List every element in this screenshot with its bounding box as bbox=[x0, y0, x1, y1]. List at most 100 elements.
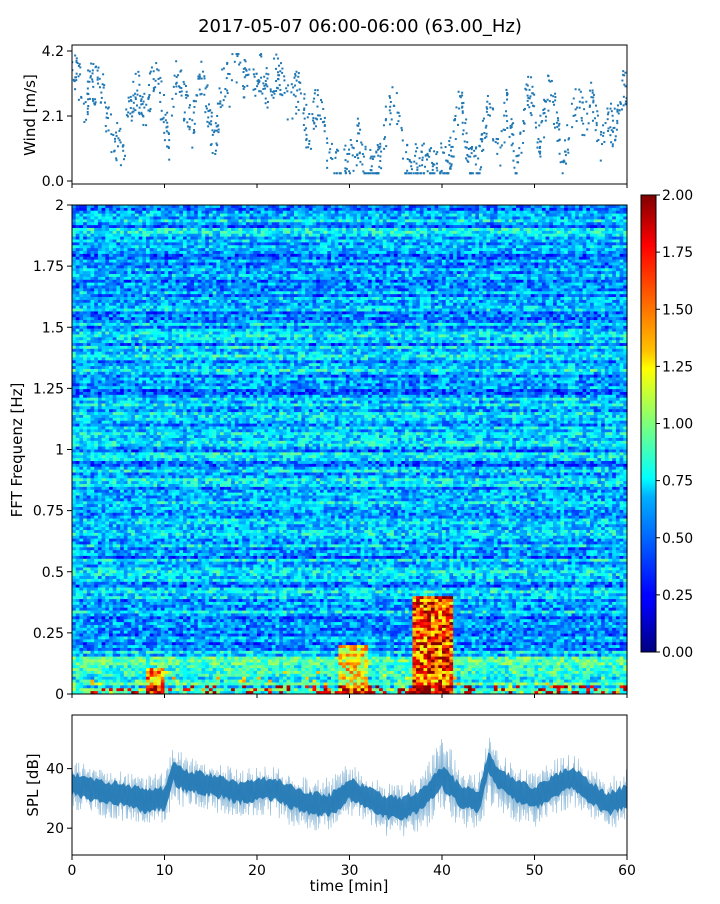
spectrogram-cell bbox=[609, 219, 613, 222]
spectrogram-cell bbox=[91, 225, 95, 228]
spectrogram-cell bbox=[597, 214, 601, 217]
spectrogram-cell bbox=[235, 214, 239, 217]
spectrogram-cell bbox=[372, 211, 376, 214]
wind-point bbox=[346, 153, 348, 155]
spectrogram-cell bbox=[431, 217, 435, 220]
spectrogram-cell bbox=[597, 217, 601, 220]
spectrogram-cell bbox=[557, 225, 561, 228]
spectrogram-cell bbox=[564, 234, 568, 237]
spectrogram-cell bbox=[316, 211, 320, 214]
spectrogram-cell bbox=[435, 242, 439, 245]
wind-point bbox=[592, 101, 594, 103]
wind-point bbox=[267, 107, 269, 109]
spectrogram-cell bbox=[494, 217, 498, 220]
wind-point bbox=[183, 118, 185, 120]
spectrogram-cell bbox=[139, 225, 143, 228]
spectrogram-cell bbox=[331, 219, 335, 222]
spectrogram-cell bbox=[461, 234, 465, 237]
spectrogram-cell bbox=[542, 228, 546, 231]
wind-point bbox=[179, 86, 181, 88]
spectrogram-cell bbox=[394, 228, 398, 231]
spectrogram-cell bbox=[205, 231, 209, 234]
spectrogram-cell bbox=[102, 211, 106, 214]
spectrogram-cell bbox=[512, 208, 516, 211]
wind-point bbox=[138, 84, 140, 86]
spectrogram-cell bbox=[505, 228, 509, 231]
spectrogram-cell bbox=[479, 234, 483, 237]
spectrogram-cell bbox=[420, 228, 424, 231]
wind-point bbox=[596, 124, 598, 126]
wind-point bbox=[160, 80, 162, 82]
wind-point bbox=[313, 128, 315, 130]
wind-point bbox=[316, 106, 318, 108]
spectrogram-cell bbox=[294, 219, 298, 222]
spectrogram-cell bbox=[146, 208, 150, 211]
spectrogram-cell bbox=[120, 240, 124, 243]
spectrogram-cell bbox=[568, 231, 572, 234]
spectrogram-cell bbox=[131, 225, 135, 228]
spectrogram-cell bbox=[172, 219, 176, 222]
wind-point bbox=[436, 151, 438, 153]
spectrogram-cell bbox=[131, 245, 135, 248]
spectrogram-cell bbox=[205, 225, 209, 228]
spectrogram-cell bbox=[87, 225, 91, 228]
spectrogram-cell bbox=[505, 217, 509, 220]
wind-point bbox=[481, 140, 483, 142]
spectrogram-cell bbox=[331, 208, 335, 211]
spectrogram-cell bbox=[597, 231, 601, 234]
spectrogram-cell bbox=[209, 222, 213, 225]
spectrogram-cell bbox=[457, 208, 461, 211]
spectrogram-cell bbox=[475, 231, 479, 234]
spectrogram-cell bbox=[338, 214, 342, 217]
wind-point bbox=[260, 77, 262, 79]
spectrogram-cell bbox=[131, 214, 135, 217]
spectrogram-cell bbox=[287, 242, 291, 245]
wind-point bbox=[208, 122, 210, 124]
wind-point bbox=[576, 107, 578, 109]
wind-point bbox=[358, 132, 360, 134]
spectrogram-cell bbox=[190, 231, 194, 234]
wind-point bbox=[206, 121, 208, 123]
spectrogram-cell bbox=[346, 211, 350, 214]
wind-point bbox=[362, 153, 364, 155]
spectrogram-cell bbox=[146, 240, 150, 243]
wind-point bbox=[590, 96, 592, 98]
wind-point bbox=[512, 134, 514, 136]
spectrogram-cell bbox=[538, 217, 542, 220]
spectrogram-cell bbox=[87, 217, 91, 220]
wind-point bbox=[505, 89, 507, 91]
wind-point bbox=[264, 88, 266, 90]
spectrogram-cell bbox=[549, 234, 553, 237]
spectrogram-cell bbox=[594, 234, 598, 237]
spectrogram-cell bbox=[357, 219, 361, 222]
spectrogram-cell bbox=[442, 225, 446, 228]
spectrogram-cell bbox=[335, 219, 339, 222]
wind-point bbox=[383, 138, 385, 140]
wind-point bbox=[489, 115, 491, 117]
spectrogram-cell bbox=[379, 208, 383, 211]
spectrogram-cell bbox=[405, 219, 409, 222]
wind-point bbox=[513, 150, 515, 152]
spectrogram-cell bbox=[142, 219, 146, 222]
spectrogram-cell bbox=[401, 214, 405, 217]
spectrogram-cell bbox=[457, 217, 461, 220]
spectrogram-cell bbox=[435, 234, 439, 237]
spectrogram-cell bbox=[560, 242, 564, 245]
wind-point bbox=[379, 155, 381, 157]
spectrogram-cell bbox=[468, 214, 472, 217]
spectrogram-cell bbox=[276, 214, 280, 217]
spectrogram-cell bbox=[290, 231, 294, 234]
spectrogram-cell bbox=[187, 225, 191, 228]
wind-point bbox=[99, 78, 101, 80]
spectrogram-cell bbox=[120, 217, 124, 220]
wind-point bbox=[616, 109, 618, 111]
spectrogram-cell bbox=[564, 222, 568, 225]
spectrogram-cell bbox=[213, 208, 217, 211]
spectrogram-cell bbox=[76, 234, 80, 237]
spectrogram-cell bbox=[461, 208, 465, 211]
spectrogram-cell bbox=[412, 219, 416, 222]
spectrogram-cell bbox=[305, 237, 309, 240]
wind-point bbox=[149, 73, 151, 75]
spectrogram-cell bbox=[594, 231, 598, 234]
spectrogram-cell bbox=[305, 225, 309, 228]
